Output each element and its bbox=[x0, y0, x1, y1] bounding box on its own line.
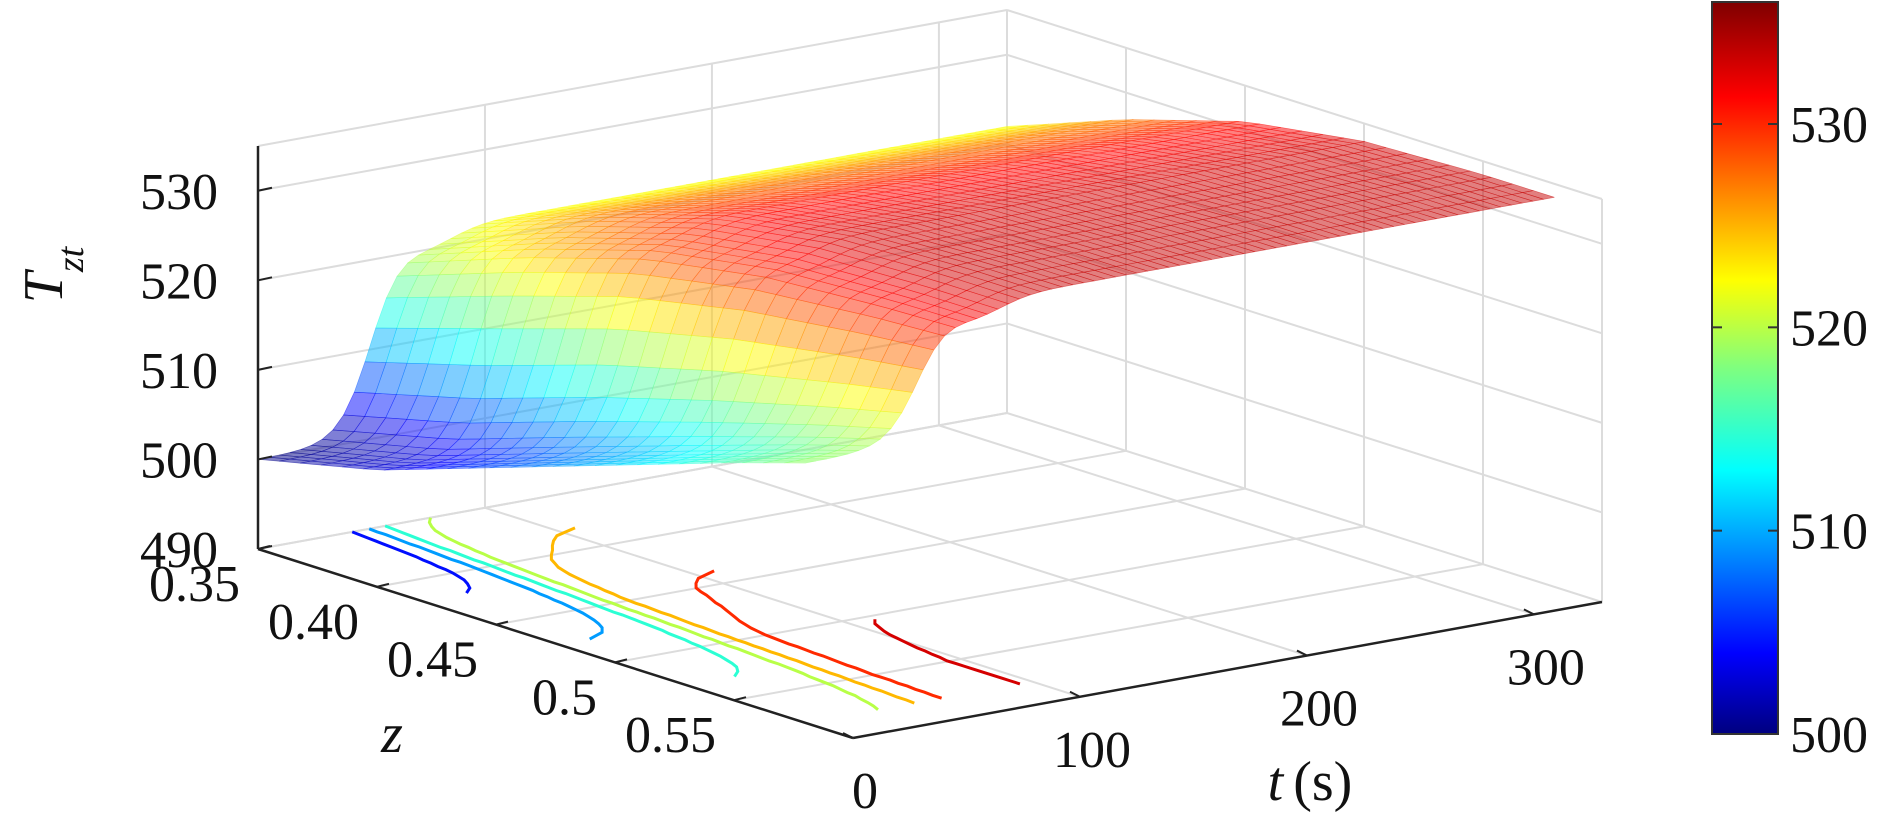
colorbar-tick-labels: 500 510 520 530 bbox=[1712, 97, 1868, 764]
z-tick bbox=[495, 620, 509, 626]
contour-line bbox=[351, 530, 472, 594]
grid-line bbox=[376, 449, 1127, 588]
grid-line bbox=[1006, 412, 1603, 603]
grid-line bbox=[938, 424, 1535, 616]
grid-line bbox=[1006, 9, 1603, 200]
t-tick bbox=[1523, 608, 1535, 616]
T-tick-label: 520 bbox=[140, 253, 218, 310]
t-tick bbox=[1296, 649, 1308, 657]
grid-line bbox=[614, 525, 1365, 664]
t-tick-label: 300 bbox=[1507, 639, 1585, 696]
z-tick-label: 0.55 bbox=[625, 707, 716, 764]
colorbar-tick-label: 530 bbox=[1790, 97, 1868, 154]
grid-line bbox=[1006, 322, 1603, 514]
contour-line bbox=[427, 517, 879, 711]
axes-lines bbox=[256, 146, 1603, 740]
T-tick bbox=[257, 365, 273, 371]
T-tick bbox=[257, 276, 273, 282]
t-axis-line bbox=[852, 600, 1603, 740]
grid-line bbox=[711, 465, 1308, 657]
T-tick-label: 490 bbox=[140, 522, 218, 579]
z-tick bbox=[376, 582, 390, 588]
colorbar-gradient bbox=[1711, 1, 1779, 735]
grid-line bbox=[495, 487, 1246, 626]
colorbar-tick-label: 500 bbox=[1790, 707, 1868, 764]
t-tick bbox=[842, 732, 854, 739]
colorbar-tick-label: 510 bbox=[1790, 504, 1868, 561]
T-tick-label: 500 bbox=[140, 432, 218, 489]
contour-line bbox=[694, 569, 943, 700]
t-tick-label: 200 bbox=[1280, 681, 1358, 738]
contour-line bbox=[873, 619, 1021, 686]
z-tick bbox=[614, 658, 628, 664]
surface-mesh bbox=[257, 119, 1555, 471]
t-tick bbox=[1069, 690, 1081, 698]
t-tick-label: 100 bbox=[1053, 722, 1131, 779]
T-tick bbox=[257, 186, 273, 192]
t-tick-label: 0 bbox=[852, 763, 878, 820]
z-axis-line bbox=[257, 547, 854, 740]
T-tick-label: 530 bbox=[140, 164, 218, 221]
z-tick bbox=[733, 696, 747, 702]
grid-line bbox=[257, 53, 1008, 192]
colorbar bbox=[1711, 1, 1779, 735]
grid-line bbox=[257, 9, 1008, 147]
contour-line bbox=[384, 524, 740, 678]
z-tick-label: 0.35 bbox=[149, 556, 240, 613]
z-tick-label: 0.5 bbox=[532, 669, 597, 726]
x-axis-label: z bbox=[380, 703, 403, 765]
grid-line bbox=[733, 563, 1484, 702]
z-tick-label: 0.40 bbox=[268, 594, 359, 651]
grid-line bbox=[484, 506, 1081, 698]
y-axis-label: t (s) bbox=[1268, 751, 1353, 813]
contour-line bbox=[368, 527, 604, 641]
colorbar-tick-label: 520 bbox=[1790, 300, 1868, 357]
surface-patch bbox=[784, 460, 817, 464]
contour-lines bbox=[351, 517, 1021, 711]
T-tick bbox=[257, 455, 273, 461]
contour-line bbox=[549, 526, 915, 705]
z-tick-label: 0.45 bbox=[387, 632, 478, 689]
z-axis-label: Tzt bbox=[13, 245, 92, 303]
tick-labels: 490 500 510 520 530 0.35 0.40 0.45 0.5 0.55 0 100 20… bbox=[140, 164, 1585, 820]
T-tick-label: 510 bbox=[140, 343, 218, 400]
z-tick bbox=[257, 545, 271, 550]
